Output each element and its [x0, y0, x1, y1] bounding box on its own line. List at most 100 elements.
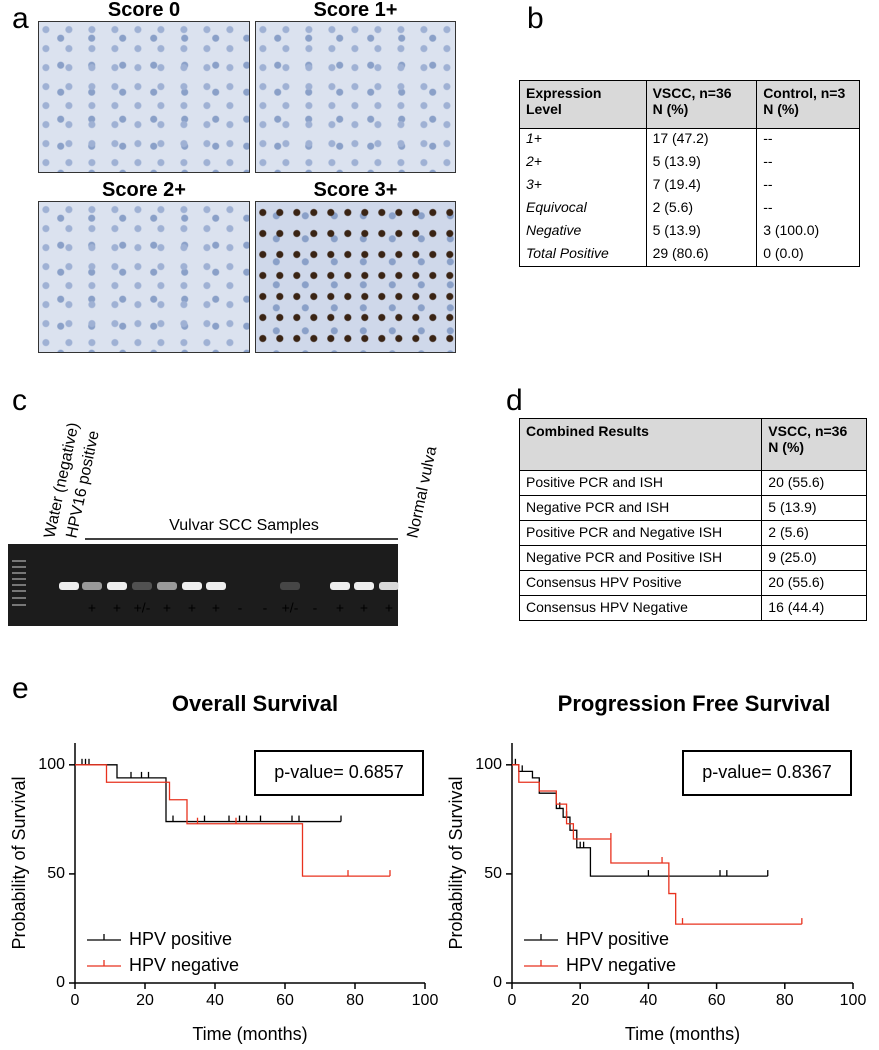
x-tick-label: 20	[136, 992, 154, 1009]
table: Combined Results VSCC, n=36 N (%) Positive …	[518, 418, 867, 621]
x-tick-label: 20	[571, 992, 589, 1009]
image-title: Score 3+	[313, 179, 398, 201]
image-title: Score 2+	[102, 179, 186, 201]
panel-label: b	[527, 2, 544, 35]
header-text: Combined Results	[526, 423, 649, 439]
row: Negative 5 (13.9) 3 (100.0)	[519, 220, 860, 244]
band	[82, 582, 102, 590]
x-tick-label: 80	[346, 992, 364, 1009]
chart-title: Progression Free Survival	[558, 691, 831, 716]
micrograph	[255, 201, 456, 353]
band	[206, 582, 226, 590]
legend-label: HPV negative	[566, 955, 676, 975]
table: Expression Level VSCC, n=36 N (%) Control, n…	[519, 80, 860, 267]
y-tick-label: 50	[484, 865, 502, 882]
header-cell: Combined Results	[518, 418, 763, 471]
pcr-call: +	[88, 600, 96, 616]
cell: Negative	[519, 220, 647, 244]
legend-label: HPV positive	[129, 929, 232, 949]
header-text: N (%)	[768, 439, 805, 455]
cell: --	[756, 128, 860, 152]
cell: 17 (47.2)	[645, 128, 758, 152]
header-text: Expression	[526, 85, 602, 101]
x-tick-label: 100	[840, 992, 867, 1009]
legend-label: HPV negative	[129, 955, 239, 975]
band	[330, 582, 350, 590]
micrograph	[38, 21, 250, 173]
row: Consensus HPV Negative 16 (44.4)	[518, 595, 867, 621]
chart-title: Overall Survival	[172, 691, 338, 716]
panel-label: e	[12, 672, 29, 705]
cell: 16 (44.4)	[761, 595, 867, 621]
header-text: VSCC, n=36	[768, 423, 848, 439]
cell: 0 (0.0)	[756, 243, 860, 267]
cell: Positive PCR and ISH	[518, 470, 763, 496]
cell: Equivocal	[519, 197, 647, 221]
panel-label: a	[12, 2, 29, 35]
cell: 20 (55.6)	[761, 470, 867, 496]
x-tick-label: 0	[508, 992, 517, 1009]
annotation-box	[254, 750, 424, 796]
row: 2+ 5 (13.9) --	[519, 151, 860, 175]
pcr-call: +	[113, 600, 121, 616]
ladder-band	[12, 566, 26, 568]
y-tick-label: 0	[493, 974, 502, 991]
x-tick-label: 80	[776, 992, 794, 1009]
pcr-call: +	[212, 600, 220, 616]
ladder-band	[12, 584, 26, 586]
x-axis-label: Time (months)	[192, 1024, 307, 1044]
header-text: Control, n=3	[763, 85, 846, 101]
survival-curve	[512, 764, 768, 877]
panel-label: d	[506, 384, 523, 417]
cell: Negative PCR and Positive ISH	[518, 545, 763, 571]
cell: 2 (5.6)	[761, 520, 867, 546]
x-tick-label: 0	[71, 992, 80, 1009]
band	[59, 582, 79, 590]
panel-label: c	[12, 384, 27, 417]
cell: 9 (25.0)	[761, 545, 867, 571]
pcr-call: +	[360, 600, 368, 616]
header-row: Expression Level VSCC, n=36 N (%) Control, n…	[519, 80, 860, 129]
row: Total Positive 29 (80.6) 0 (0.0)	[519, 243, 860, 267]
band	[107, 582, 127, 590]
cell: Positive PCR and Negative ISH	[518, 520, 763, 546]
header-text: VSCC, n=36	[652, 85, 732, 101]
band	[132, 582, 152, 590]
y-axis-label: Probability of Survival	[9, 776, 29, 949]
cell: 5 (13.9)	[645, 151, 758, 175]
micrograph	[255, 21, 456, 173]
row: 1+ 17 (47.2) --	[519, 128, 860, 152]
band	[280, 582, 300, 590]
row: Equivocal 2 (5.6) --	[519, 197, 860, 221]
band	[354, 582, 374, 590]
row: Consensus HPV Positive 20 (55.6)	[518, 570, 867, 596]
cell: 7 (19.4)	[645, 174, 758, 198]
ladder-band	[12, 590, 26, 592]
cell: 1+	[519, 128, 647, 152]
cell: 2 (5.6)	[645, 197, 758, 221]
header-text: N (%)	[652, 101, 689, 117]
x-tick-label: 40	[640, 992, 658, 1009]
header-text: Level	[526, 101, 562, 117]
image-title: Score 1+	[313, 0, 398, 21]
x-tick-label: 40	[206, 992, 224, 1009]
pcr-call: -	[238, 600, 243, 616]
pcr-call: +/-	[282, 600, 299, 616]
row: Positive PCR and ISH 20 (55.6)	[518, 470, 867, 496]
row: Positive PCR and Negative ISH 2 (5.6)	[518, 520, 867, 546]
annotation: p-value= 0.8367	[702, 762, 832, 782]
lane-label: Normal vulva	[404, 445, 440, 540]
ladder-band	[12, 578, 26, 580]
header-cell: VSCC, n=36 N (%)	[761, 418, 867, 471]
y-tick-label: 0	[56, 974, 65, 991]
x-tick-label: 60	[708, 992, 726, 1009]
pcr-call: -	[313, 600, 318, 616]
header-cell: VSCC, n=36 N (%)	[645, 80, 758, 129]
cell: --	[756, 197, 860, 221]
y-tick-label: 100	[38, 756, 65, 773]
band	[182, 582, 202, 590]
annotation-box	[682, 750, 852, 796]
cell: Total Positive	[519, 243, 647, 267]
